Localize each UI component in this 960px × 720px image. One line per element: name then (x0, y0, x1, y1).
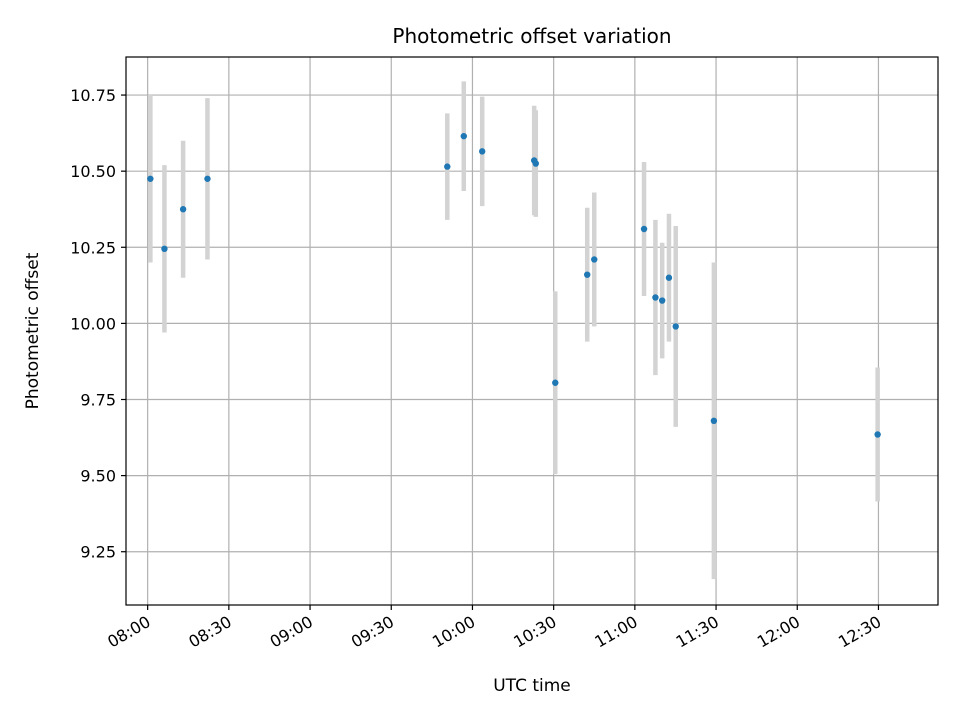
data-point (161, 245, 168, 252)
chart-title: Photometric offset variation (392, 24, 671, 48)
y-tick-label: 10.75 (70, 86, 116, 105)
x-axis-title: UTC time (493, 676, 571, 696)
y-tick-label: 10.25 (70, 238, 116, 257)
data-point (652, 294, 659, 301)
data-points (147, 132, 881, 438)
plot-frame (125, 56, 939, 606)
y-tick-label: 9.25 (80, 543, 116, 562)
grid (126, 57, 938, 605)
y-tick-label: 9.75 (80, 391, 116, 410)
data-point (665, 274, 673, 281)
data-point (478, 148, 486, 155)
data-point (584, 271, 591, 278)
data-point (658, 297, 666, 304)
data-point (179, 206, 187, 213)
data-point (147, 175, 154, 182)
data-point (710, 417, 718, 425)
data-point (460, 132, 467, 140)
data-point (532, 160, 539, 167)
y-tick-label: 10.00 (70, 314, 116, 333)
y-tick-label: 10.50 (70, 162, 116, 181)
data-point (552, 379, 559, 386)
y-axis: 9.25 9.50 9.75 10.00 10.25 10.50 10.75 (70, 86, 126, 562)
data-point (672, 323, 679, 330)
data-point (874, 431, 881, 438)
data-point (204, 175, 211, 182)
y-tick-label: 9.50 (80, 467, 116, 486)
data-point (444, 163, 451, 170)
y-axis-title: Photometric offset (23, 252, 43, 409)
data-point (591, 256, 598, 263)
data-point (640, 225, 648, 233)
